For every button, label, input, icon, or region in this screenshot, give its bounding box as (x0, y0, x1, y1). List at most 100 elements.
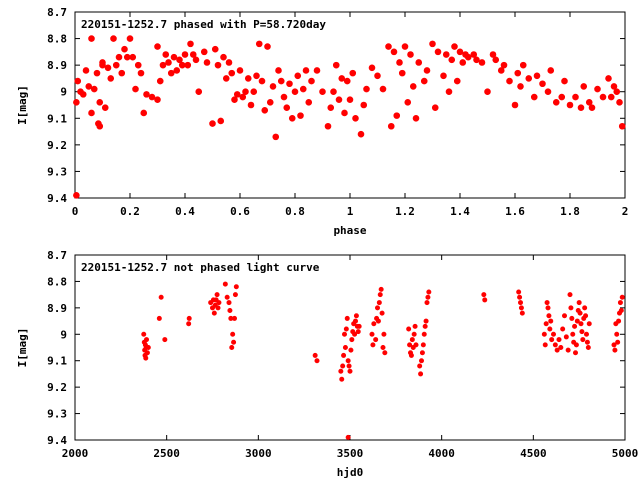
unphased-data-point (552, 342, 558, 348)
phased-data-point (478, 59, 486, 66)
unphased-data-point (419, 350, 425, 356)
phased-data-point (341, 109, 348, 117)
unphased-data-point (229, 344, 235, 350)
unphased-data-point (312, 352, 318, 358)
phased-x-tick-label: 0.4 (175, 205, 195, 218)
unphased-data-point (341, 331, 347, 337)
unphased-y-tick-label: 9.1 (47, 355, 67, 368)
phased-data-point (222, 75, 230, 82)
phased-data-point (101, 104, 109, 111)
phased-data-point (176, 56, 183, 64)
phased-data-point (118, 69, 126, 77)
unphased-data-point (418, 358, 424, 364)
phased-data-point (409, 83, 417, 90)
phased-data-point (360, 101, 368, 109)
phased-data-point (129, 53, 137, 61)
phased-data-point (607, 93, 615, 101)
phased-data-point (588, 104, 596, 111)
unphased-data-point (340, 363, 346, 369)
phased-data-point (547, 67, 555, 74)
unphased-data-point (518, 305, 524, 311)
phased-data-point (489, 51, 497, 58)
phased-x-tick-label: 1.2 (395, 205, 415, 218)
unphased-data-point (377, 292, 383, 298)
phased-panel: 0 0.2 0.4 0.6 0.8 1 1.2 1.4 1.6 1.8 2 8.7 8.8 8.9 9 9.1… (16, 6, 628, 237)
unphased-data-point (561, 313, 567, 319)
unphased-data-point (544, 300, 550, 306)
phased-data-point (214, 61, 222, 69)
phased-data-point (368, 64, 376, 72)
unphased-data-point (409, 337, 415, 343)
unphased-data-point (548, 318, 554, 324)
phased-x-tick-label: 1.4 (450, 205, 470, 218)
phased-data-point (404, 99, 412, 106)
phased-data-point (577, 104, 585, 111)
unphased-data-point (517, 300, 523, 306)
unphased-data-point (355, 329, 361, 335)
unphased-data-point (352, 318, 358, 324)
unphased-data-point (563, 334, 569, 340)
phased-data-point (148, 93, 156, 101)
unphased-data-point (376, 300, 382, 306)
phased-data-point (514, 69, 522, 77)
phased-data-point (134, 61, 142, 69)
unphased-y-tick-label: 8.7 (47, 249, 67, 262)
unphased-data-point (143, 355, 149, 361)
unphased-data-point (411, 331, 417, 337)
phased-data-point (73, 99, 80, 106)
phased-data-point (440, 72, 447, 80)
unphased-data-point (614, 331, 620, 337)
unphased-data-point (352, 331, 358, 337)
phased-data-point (374, 72, 381, 80)
phased-data-point (302, 67, 310, 74)
phased-data-point (82, 67, 90, 74)
phased-data-point (305, 99, 313, 106)
unphased-y-tick-label: 9.3 (47, 408, 67, 421)
phased-data-point (189, 51, 197, 58)
phased-data-point (123, 53, 131, 61)
phased-data-point (497, 67, 505, 74)
phased-data-point (165, 59, 172, 66)
unphased-data-point (417, 363, 423, 369)
unphased-data-point (356, 323, 362, 329)
unphased-data-point (222, 281, 228, 287)
unphased-data-point (406, 326, 412, 332)
unphased-x-tick-label: 4000 (428, 447, 455, 460)
phased-data-point (448, 56, 456, 64)
phased-data-point (511, 101, 519, 109)
unphased-y-tick-label: 9 (60, 328, 67, 341)
unphased-data-point (211, 310, 217, 316)
unphased-data-point (379, 310, 385, 316)
phased-data-point (561, 77, 568, 85)
unphased-data-point (584, 339, 590, 345)
phased-data-point (192, 56, 200, 64)
unphased-data-point (381, 331, 387, 337)
phased-data-point (580, 83, 588, 90)
phased-data-point (605, 75, 612, 82)
unphased-data-point (371, 321, 377, 327)
phased-data-point (167, 69, 175, 77)
phased-data-point (143, 91, 150, 98)
unphased-data-point (348, 347, 354, 353)
unphased-data-point (423, 318, 429, 324)
unphased-data-point (424, 300, 430, 306)
phased-data-point (451, 43, 458, 50)
phased-data-point (121, 45, 128, 53)
unphased-x-tick-label: 3000 (245, 447, 272, 460)
phased-data-point (544, 88, 552, 96)
phased-data-point (343, 77, 351, 85)
unphased-data-point (585, 344, 591, 350)
phased-data-point (99, 59, 106, 66)
phased-data-point (558, 93, 566, 101)
unphased-data-point (412, 323, 418, 329)
phased-x-tick-label: 2 (622, 205, 629, 218)
phased-data-point (572, 93, 579, 101)
phased-data-point (396, 59, 403, 66)
unphased-data-point (216, 300, 222, 306)
phased-x-tick-label: 0.6 (230, 205, 250, 218)
phased-data-point (88, 109, 95, 117)
unphased-data-point (342, 344, 348, 350)
unphased-data-point (570, 331, 576, 337)
phased-data-point (220, 53, 227, 61)
unphased-data-point (567, 292, 573, 298)
